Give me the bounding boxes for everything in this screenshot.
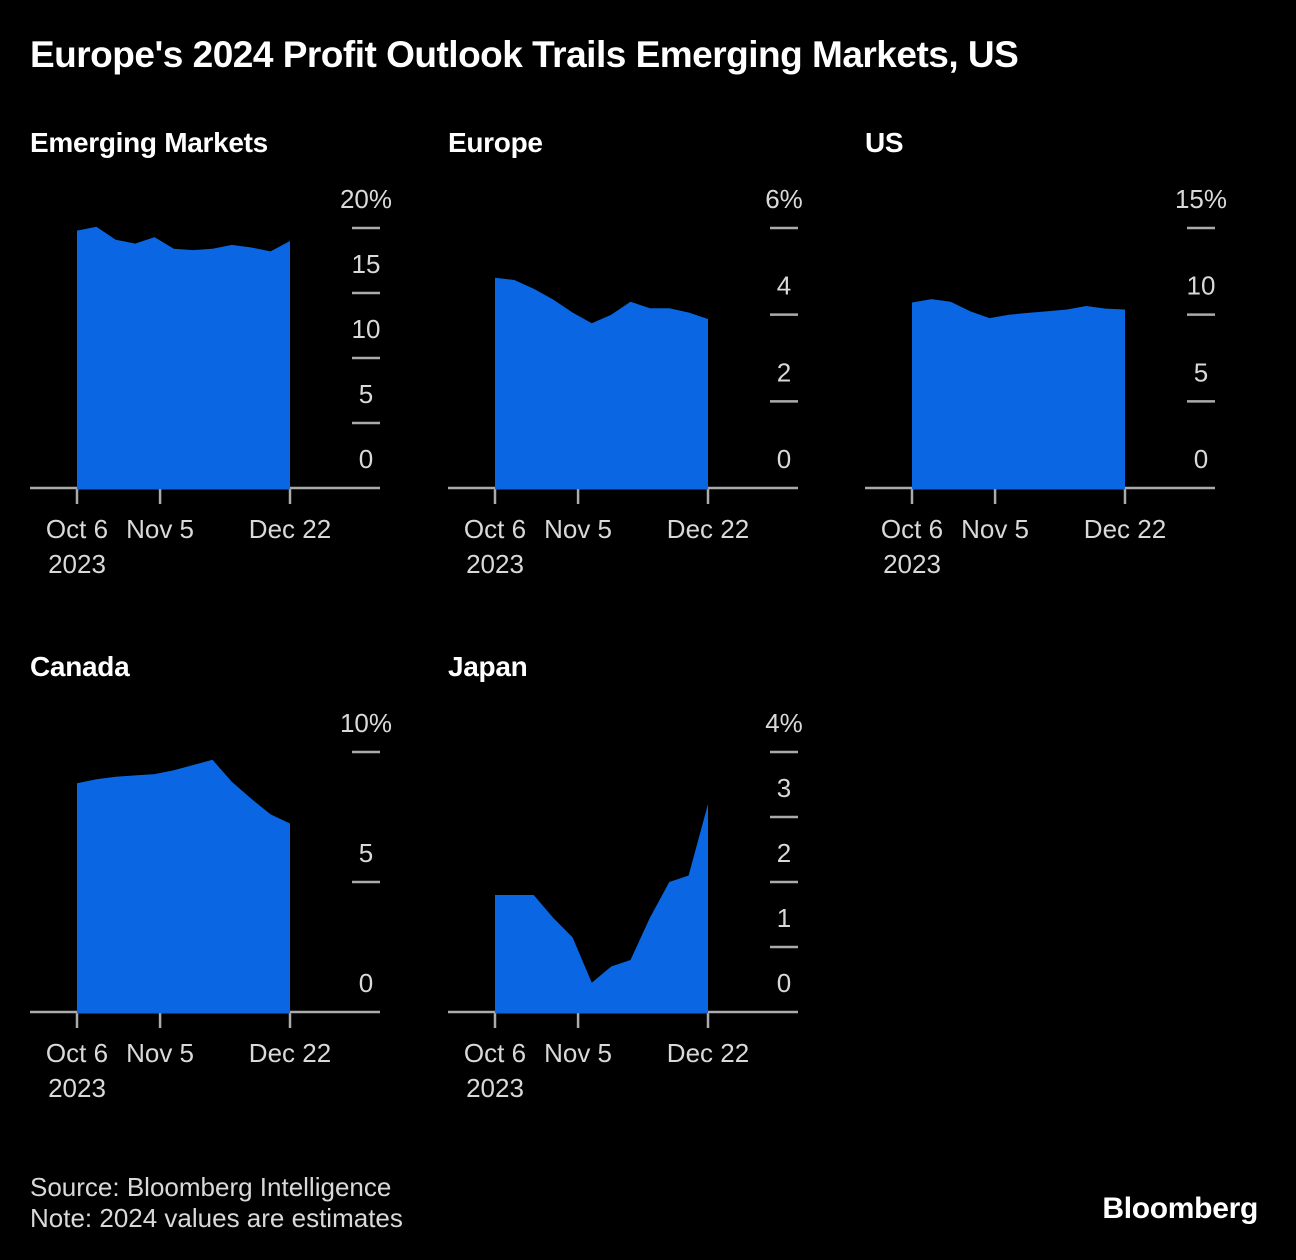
chart-panel-emerging-markets: Emerging Markets Oct 6 Nov 5 Dec 22 2023 20%…	[30, 125, 435, 597]
y-tick-label: 3	[777, 773, 791, 803]
y-tick-label: 5	[1194, 357, 1208, 387]
y-tick-label: 20%	[340, 184, 392, 214]
x-tick-label: Oct 6	[46, 514, 108, 544]
panel-title-europe: Europe	[448, 127, 543, 158]
x-tick-label: Dec 22	[1084, 514, 1166, 544]
area-series	[495, 277, 708, 490]
x-tick-label: Nov 5	[544, 1038, 612, 1068]
y-tick-label: 15%	[1175, 184, 1227, 214]
x-axis-year-label: 2023	[48, 549, 106, 579]
us-area-chart: Oct 6 Nov 5 Dec 22 2023 15% 10 5 0	[865, 184, 1227, 579]
x-tick-label: Dec 22	[249, 514, 331, 544]
x-axis-year-label: 2023	[466, 1073, 524, 1103]
y-tick-label: 10	[352, 314, 381, 344]
area-series	[912, 299, 1125, 490]
y-tick-label: 0	[1194, 444, 1208, 474]
y-tick-label: 15	[352, 249, 381, 279]
x-axis-year-label: 2023	[48, 1073, 106, 1103]
y-tick-label: 4%	[765, 708, 803, 738]
y-tick-label: 10%	[340, 708, 392, 738]
chart-panel-europe: Europe Oct 6 Nov 5 Dec 22 2023 6% 4 2 0	[448, 125, 853, 597]
area-series	[77, 759, 290, 1014]
y-tick-label: 0	[359, 444, 373, 474]
chart-panel-us: US Oct 6 Nov 5 Dec 22 2023 15% 10 5 0	[865, 125, 1270, 597]
x-axis-year-label: 2023	[466, 549, 524, 579]
panel-title-emerging-markets: Emerging Markets	[30, 127, 268, 158]
y-tick-label: 2	[777, 838, 791, 868]
x-tick-label: Dec 22	[667, 1038, 749, 1068]
bloomberg-logo: Bloomberg	[1102, 1192, 1258, 1225]
x-tick-label: Nov 5	[126, 1038, 194, 1068]
x-tick-label: Oct 6	[46, 1038, 108, 1068]
y-tick-label: 6%	[765, 184, 803, 214]
y-tick-label: 5	[359, 838, 373, 868]
x-axis-year-label: 2023	[883, 549, 941, 579]
chart-panel-japan: Japan Oct 6 Nov 5 Dec 22 2023 4% 3 2 1 0	[448, 649, 853, 1121]
y-tick-label: 4	[777, 271, 791, 301]
x-tick-label: Oct 6	[464, 514, 526, 544]
y-tick-label: 5	[359, 379, 373, 409]
y-tick-label: 10	[1187, 271, 1216, 301]
x-tick-label: Oct 6	[464, 1038, 526, 1068]
estimates-note: Note: 2024 values are estimates	[30, 1203, 403, 1233]
chart-panel-canada: Canada Oct 6 Nov 5 Dec 22 2023 10% 5 0	[30, 649, 435, 1121]
emerging-markets-area-chart: Oct 6 Nov 5 Dec 22 2023 20% 15 10 5 0	[30, 184, 392, 579]
y-tick-label: 1	[777, 903, 791, 933]
panel-title-us: US	[865, 127, 904, 158]
panel-title-japan: Japan	[448, 651, 528, 682]
x-tick-label: Oct 6	[881, 514, 943, 544]
x-tick-label: Nov 5	[544, 514, 612, 544]
x-tick-label: Dec 22	[249, 1038, 331, 1068]
y-tick-label: 0	[359, 968, 373, 998]
page-title: Europe's 2024 Profit Outlook Trails Emer…	[30, 34, 1019, 75]
area-series	[77, 226, 290, 490]
footer: Source: Bloomberg Intelligence Note: 202…	[30, 1172, 403, 1234]
europe-area-chart: Oct 6 Nov 5 Dec 22 2023 6% 4 2 0	[448, 184, 803, 579]
y-tick-label: 0	[777, 968, 791, 998]
x-tick-label: Nov 5	[126, 514, 194, 544]
x-tick-label: Nov 5	[961, 514, 1029, 544]
source-note: Source: Bloomberg Intelligence	[30, 1172, 392, 1202]
y-tick-label: 0	[777, 444, 791, 474]
panel-title-canada: Canada	[30, 651, 130, 682]
x-tick-label: Dec 22	[667, 514, 749, 544]
canada-area-chart: Oct 6 Nov 5 Dec 22 2023 10% 5 0	[30, 708, 392, 1103]
japan-area-chart: Oct 6 Nov 5 Dec 22 2023 4% 3 2 1 0	[448, 708, 803, 1103]
area-series	[495, 804, 708, 1014]
y-tick-label: 2	[777, 357, 791, 387]
